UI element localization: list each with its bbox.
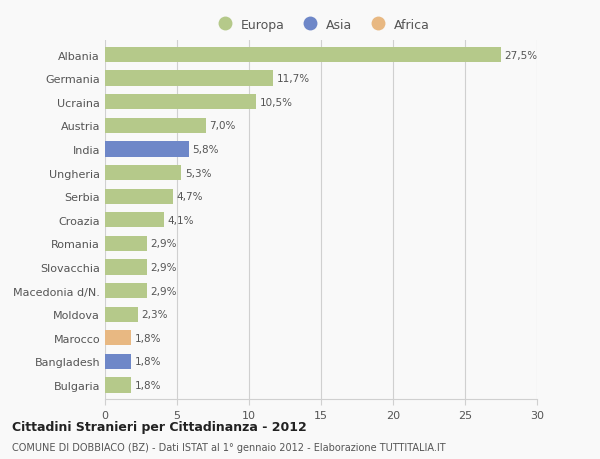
Text: Cittadini Stranieri per Cittadinanza - 2012: Cittadini Stranieri per Cittadinanza - 2… bbox=[12, 420, 307, 433]
Text: 2,9%: 2,9% bbox=[151, 239, 177, 249]
Text: 27,5%: 27,5% bbox=[505, 50, 538, 61]
Text: 10,5%: 10,5% bbox=[260, 98, 293, 107]
Bar bbox=[105, 48, 501, 63]
Bar bbox=[105, 260, 147, 275]
Text: 4,7%: 4,7% bbox=[176, 192, 203, 202]
Bar bbox=[105, 142, 188, 157]
Bar bbox=[105, 354, 131, 369]
Text: 2,9%: 2,9% bbox=[151, 286, 177, 296]
Text: 4,1%: 4,1% bbox=[167, 215, 194, 225]
Bar bbox=[105, 307, 138, 322]
Text: 1,8%: 1,8% bbox=[134, 333, 161, 343]
Bar bbox=[105, 189, 173, 204]
Bar bbox=[105, 330, 131, 346]
Bar bbox=[105, 283, 147, 299]
Text: 5,8%: 5,8% bbox=[192, 145, 218, 155]
Bar bbox=[105, 378, 131, 393]
Bar bbox=[105, 95, 256, 110]
Text: 1,8%: 1,8% bbox=[134, 380, 161, 390]
Text: 1,8%: 1,8% bbox=[134, 357, 161, 367]
Text: 7,0%: 7,0% bbox=[209, 121, 236, 131]
Bar bbox=[105, 213, 164, 228]
Bar bbox=[105, 118, 206, 134]
Text: COMUNE DI DOBBIACO (BZ) - Dati ISTAT al 1° gennaio 2012 - Elaborazione TUTTITALI: COMUNE DI DOBBIACO (BZ) - Dati ISTAT al … bbox=[12, 442, 446, 452]
Text: 11,7%: 11,7% bbox=[277, 74, 310, 84]
Text: 2,9%: 2,9% bbox=[151, 263, 177, 273]
Bar bbox=[105, 166, 181, 181]
Bar bbox=[105, 236, 147, 252]
Text: 2,3%: 2,3% bbox=[142, 309, 168, 319]
Legend: Europa, Asia, Africa: Europa, Asia, Africa bbox=[212, 18, 430, 32]
Text: 5,3%: 5,3% bbox=[185, 168, 211, 178]
Bar bbox=[105, 71, 274, 87]
